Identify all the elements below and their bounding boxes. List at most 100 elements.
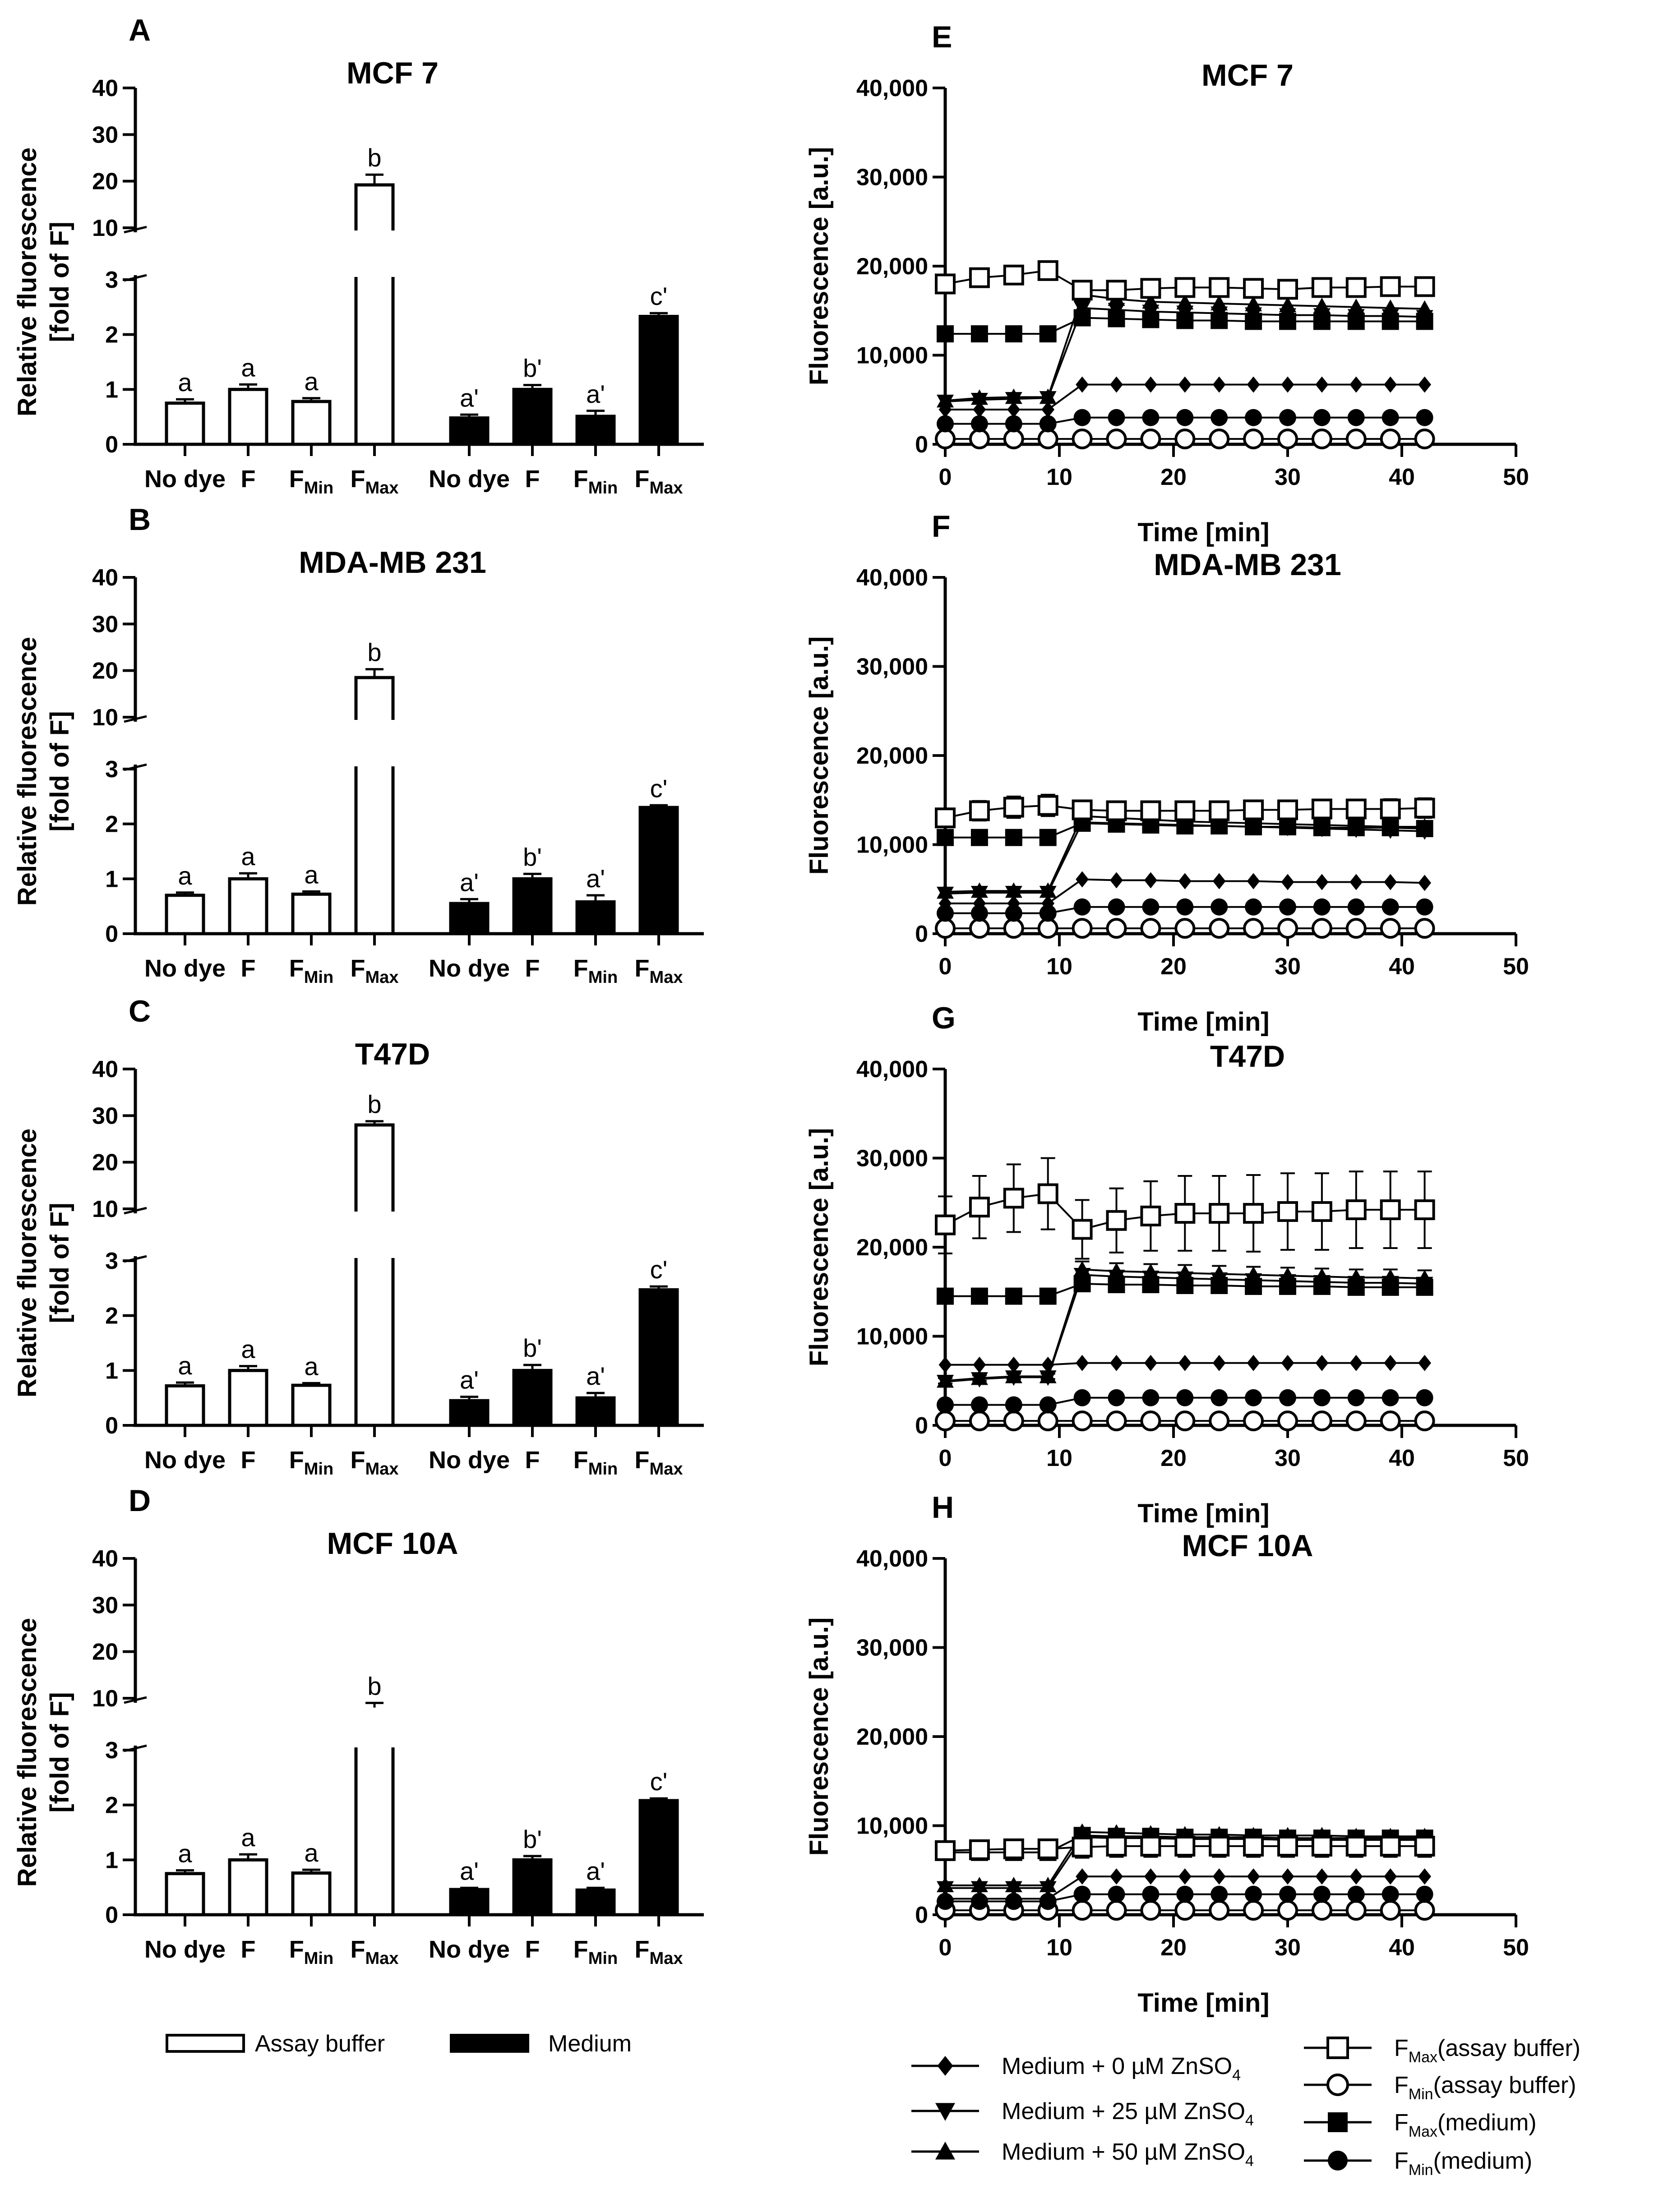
x-tick-label: FMax (351, 1447, 399, 1479)
legend-marker (1328, 2151, 1348, 2171)
data-point (1245, 295, 1262, 312)
legend-label-main: Medium + 25 µM ZnSO (1002, 2098, 1245, 2124)
data-point (1110, 1868, 1123, 1885)
data-point (1313, 297, 1331, 313)
data-point (1073, 301, 1091, 317)
data-point (1243, 1835, 1264, 1857)
data-point (1313, 409, 1331, 426)
data-point (1311, 1835, 1332, 1857)
x-tick-label-main: F (573, 955, 588, 982)
data-point (1347, 898, 1365, 916)
x-tick-label: 0 (939, 464, 952, 490)
y-tick-label: 30 (92, 1103, 118, 1129)
data-point (1176, 1264, 1194, 1280)
data-point (1345, 277, 1367, 298)
y-tick-label: 0 (915, 432, 928, 458)
bar (291, 892, 332, 935)
x-tick-label: 30 (1275, 1445, 1301, 1471)
significance-letter: b (367, 143, 381, 172)
data-point (1247, 376, 1260, 393)
data-point (1313, 1389, 1331, 1406)
x-tick-label: F (525, 1936, 540, 1963)
y-axis-label: Relative fluorescence [fold of F] (13, 147, 74, 416)
data-point (1076, 1355, 1089, 1371)
bar-upper (354, 676, 395, 724)
x-tick-label-sub: Max (650, 1460, 683, 1479)
data-point (1345, 798, 1367, 820)
data-point (1418, 875, 1431, 891)
y-tick-label: 10,000 (856, 1324, 928, 1350)
data-point (1279, 816, 1296, 831)
data-point (1140, 1900, 1161, 1921)
data-point (1211, 409, 1228, 426)
data-point (1349, 376, 1363, 393)
x-tick-label: No dye (144, 1447, 226, 1474)
data-point (937, 1372, 954, 1388)
data-point (1142, 409, 1160, 426)
legend-marker (935, 2103, 955, 2121)
data-point (1311, 429, 1332, 450)
bar-break-gap (353, 230, 396, 277)
x-tick-label-sub: Min (304, 1949, 333, 1968)
y-axis-label: Fluorescence [a.u.] (804, 147, 834, 386)
data-point (938, 895, 952, 912)
data-point (1414, 429, 1435, 450)
y-tick-label: 10 (92, 1196, 118, 1222)
bar (449, 1888, 490, 1917)
y-tick-label: 2 (105, 811, 118, 838)
data-point (1382, 299, 1399, 315)
data-point (1311, 277, 1332, 298)
data-point (1005, 829, 1022, 846)
legend-label-sub: Min (1409, 2086, 1433, 2103)
data-point (1382, 1389, 1399, 1406)
data-point (1211, 898, 1228, 916)
y-tick-label: 2 (105, 1793, 118, 1819)
data-point (935, 807, 956, 829)
data-point (1037, 429, 1058, 450)
x-tick-label-sub: Min (588, 479, 618, 498)
y-axis-label: Fluorescence [a.u.] (804, 1128, 834, 1367)
data-point (1174, 277, 1196, 298)
data-point (1211, 1265, 1228, 1281)
data-point (1072, 1900, 1093, 1921)
panel-label: A (129, 13, 151, 47)
data-point (1144, 872, 1157, 889)
data-point (1209, 429, 1230, 450)
data-point (1003, 797, 1024, 818)
bar (638, 806, 679, 935)
significance-letter: b' (523, 843, 542, 871)
data-point (1209, 1203, 1230, 1224)
data-point (937, 1396, 954, 1414)
bar (291, 1383, 332, 1427)
data-point (935, 273, 956, 295)
bar (354, 763, 395, 935)
significance-letter: c' (650, 774, 668, 802)
bar (228, 1858, 268, 1917)
bar (512, 877, 553, 935)
x-tick-label: 50 (1503, 464, 1529, 490)
data-point (1037, 1838, 1058, 1859)
data-point (1416, 1885, 1433, 1903)
data-point (1005, 882, 1022, 898)
x-tick-label: FMin (289, 1936, 333, 1968)
data-point (1211, 814, 1228, 830)
x-tick-label: F (241, 955, 256, 982)
data-point (1315, 1355, 1329, 1371)
data-point (1313, 1268, 1331, 1284)
chart-title: T47D (355, 1037, 430, 1071)
data-point (1243, 799, 1264, 820)
data-point (969, 1839, 990, 1860)
y-tick-label: 40 (92, 1056, 118, 1083)
legend-label-sub: 4 (1245, 2112, 1254, 2129)
data-point (1176, 294, 1194, 310)
data-point (1209, 277, 1230, 298)
data-point (1108, 1389, 1125, 1406)
y-tick-label: 0 (915, 1413, 928, 1439)
x-tick-label-sub: Min (588, 1949, 618, 1968)
y-tick-label: 20 (92, 658, 118, 684)
x-tick-label: 10 (1046, 1445, 1072, 1471)
data-point (1313, 898, 1331, 916)
data-point (1380, 1410, 1401, 1432)
data-point (1142, 898, 1160, 916)
